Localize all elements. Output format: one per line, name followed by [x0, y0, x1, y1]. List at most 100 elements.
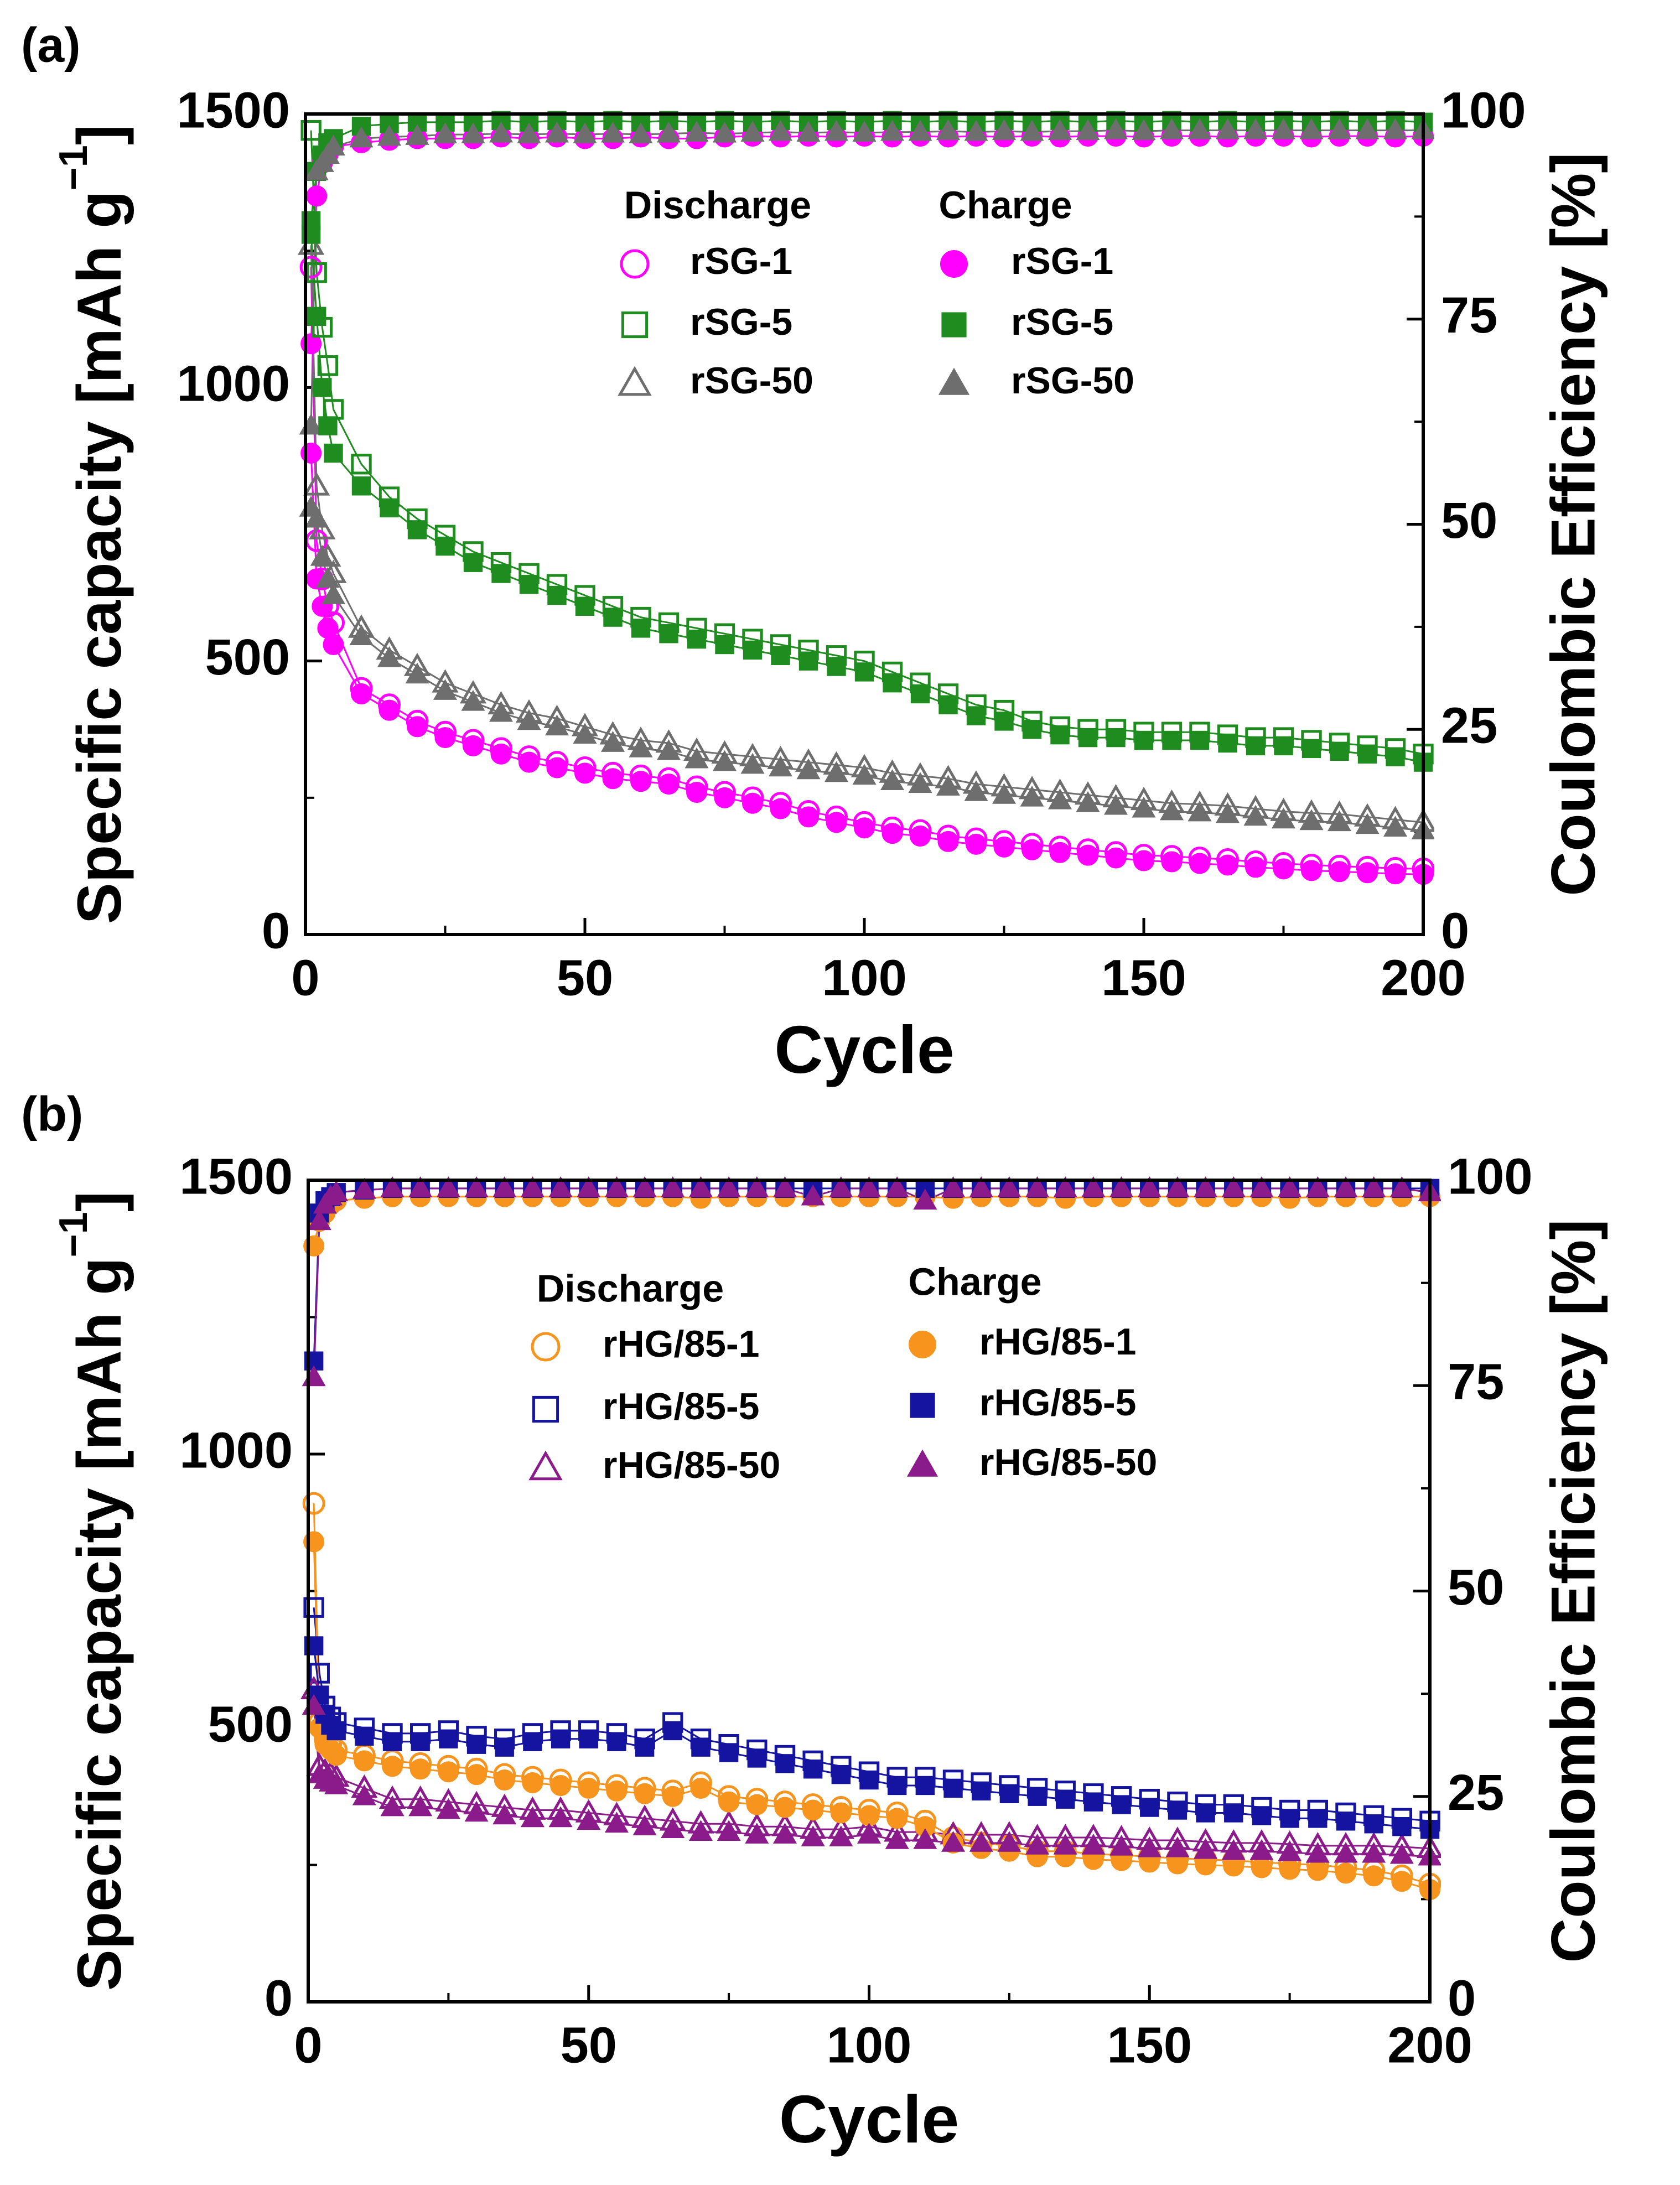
data-point [997, 1831, 1022, 1852]
data-point [1048, 119, 1072, 140]
data-point [631, 619, 651, 638]
data-point [382, 1732, 402, 1751]
data-point [433, 679, 458, 700]
data-point [992, 783, 1017, 804]
data-point [656, 739, 681, 760]
data-point [1245, 857, 1266, 878]
y-axis-title: Specific capacity [mAh g−1] [51, 124, 134, 924]
data-point [354, 1750, 375, 1772]
data-point [746, 1794, 768, 1815]
data-point [579, 1729, 598, 1749]
data-point [801, 1825, 825, 1846]
data-point [829, 1176, 853, 1197]
plot-frame [307, 1179, 1432, 2004]
data-point [1020, 120, 1044, 141]
data-point [1137, 1176, 1162, 1197]
data-point [1190, 730, 1210, 750]
data-point [662, 1786, 683, 1807]
data-point [768, 755, 793, 777]
data-point [352, 1178, 376, 1199]
data-point [494, 1769, 515, 1791]
data-point [634, 1783, 656, 1804]
data-point [831, 1764, 851, 1784]
panel: (b)0 50 100 150 2000500100015000255075100Cyc… [21, 1086, 1608, 2157]
legend-heading: Discharge [537, 1267, 724, 1310]
data-point [310, 545, 334, 566]
data-point [1363, 1865, 1385, 1887]
data-point [937, 831, 959, 852]
data-point [1305, 1176, 1330, 1197]
data-point [1022, 839, 1043, 860]
data-point [745, 1823, 769, 1844]
data-point [908, 772, 932, 793]
data-point [380, 498, 399, 518]
data-point [999, 1784, 1019, 1804]
data-point [827, 657, 846, 676]
data-point [409, 1758, 431, 1780]
y-tick-label: 0 [265, 1970, 293, 2026]
data-point [992, 119, 1017, 140]
data-point [936, 119, 961, 140]
x-tick-label: 150 [1107, 2017, 1192, 2073]
data-point [604, 1812, 629, 1833]
data-point [632, 1814, 657, 1836]
legend-label: rSG-50 [1011, 360, 1134, 402]
legend-marker [618, 366, 652, 396]
data-point [324, 443, 343, 463]
data-point [577, 1809, 601, 1830]
data-point [1252, 1806, 1272, 1825]
data-point [307, 1209, 331, 1231]
data-point [1334, 1841, 1358, 1863]
data-point [307, 307, 326, 326]
y2-axis-title: Coulombic Efficiency [%] [1539, 152, 1608, 896]
data-point [717, 1820, 741, 1841]
data-point [1020, 786, 1044, 807]
data-point [495, 1737, 514, 1757]
data-point [377, 124, 402, 146]
data-point [408, 1795, 433, 1816]
legend-label: rSG-5 [1011, 301, 1113, 343]
data-point [519, 575, 539, 594]
panel: (a)0 50 100 150 2000500100015000255075100Cyc… [21, 17, 1608, 1087]
legend-label: rHG/85-50 [603, 1444, 780, 1486]
data-point [688, 1176, 713, 1197]
data-point [1162, 730, 1181, 750]
data-point [1025, 1176, 1050, 1197]
x-tick-label: 200 [1381, 949, 1466, 1006]
data-layer [297, 111, 1434, 885]
data-point [1217, 854, 1238, 876]
data-point [1278, 1840, 1302, 1861]
data-point [1103, 118, 1128, 139]
data-point [325, 1745, 347, 1766]
y-axis-title-close: ] [65, 124, 134, 145]
data-point [686, 781, 707, 803]
data-point [405, 662, 429, 684]
data-point [1335, 1862, 1356, 1884]
data-point [520, 1176, 545, 1197]
data-point [663, 1721, 682, 1741]
x-tick-label: 0 [294, 2017, 322, 2073]
data-point [1109, 1835, 1134, 1856]
data-point [685, 121, 709, 142]
y-axis-title-close: ] [65, 1191, 134, 1212]
data-point [772, 1176, 797, 1197]
data-point [1188, 118, 1212, 139]
data-point [1308, 1809, 1328, 1828]
data-point [1076, 791, 1100, 812]
data-point [321, 134, 346, 156]
x-tick-label: 0 [291, 949, 319, 1006]
data-point [966, 706, 986, 725]
data-point [852, 121, 877, 142]
data-point [943, 1778, 963, 1798]
data-point [378, 699, 400, 721]
data-point [886, 1808, 908, 1829]
data-point [489, 700, 514, 722]
data-point [548, 1806, 573, 1828]
data-point [969, 1176, 993, 1197]
data-point [548, 1176, 573, 1197]
data-point [1334, 1176, 1358, 1197]
data-point [997, 1176, 1022, 1197]
legend-marker [938, 367, 970, 395]
data-point [1383, 816, 1408, 837]
data-point [885, 1176, 909, 1197]
